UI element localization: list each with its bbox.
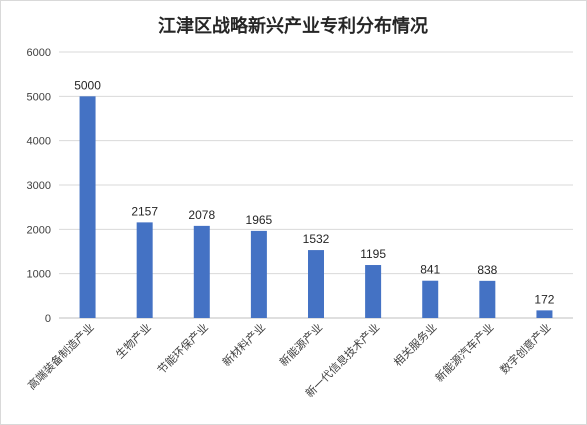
bar [79,96,96,318]
bar [536,310,553,318]
data-label: 841 [420,263,440,277]
x-tick-label: 相关服务业 [391,320,440,369]
y-tick-label: 2000 [27,224,51,236]
y-tick-label: 6000 [27,47,51,59]
bar [193,225,210,318]
data-label: 1965 [246,213,273,227]
data-label: 1532 [303,232,330,246]
bar [136,222,153,318]
x-tick-label: 新能源产业 [276,320,325,369]
y-tick-label: 0 [45,313,51,325]
data-label: 172 [534,292,554,306]
data-label: 1195 [360,247,386,261]
data-label: 2078 [188,208,215,222]
x-tick-label: 数字创意产业 [497,320,554,377]
x-tick-label: 节能环保产业 [154,320,211,377]
y-tick-label: 5000 [27,91,51,103]
data-labels: 5000 2157 2078 1965 1532 1195 841 838 172 [74,78,555,306]
bar [479,280,496,318]
y-tick-label: 4000 [27,136,51,148]
x-tick-label: 新材料产业 [219,320,268,369]
data-label: 2157 [131,204,158,218]
bar [250,230,267,318]
bar [422,280,439,318]
x-tick-label: 高端装备制造产业 [25,320,97,392]
bar [308,250,324,318]
y-tick-label: 3000 [27,180,51,192]
x-tick-label: 新能源汽车产业 [432,320,496,384]
y-axis-ticks: 0 1000 2000 3000 4000 5000 6000 [27,47,51,325]
x-tick-label: 生物产业 [113,320,154,361]
data-label: 5000 [74,78,101,92]
data-label: 838 [477,263,497,277]
chart-title: 江津区战略新兴产业专利分布情况 [158,15,428,37]
y-tick-label: 1000 [27,269,51,281]
bar [365,265,382,318]
bars [79,96,553,318]
